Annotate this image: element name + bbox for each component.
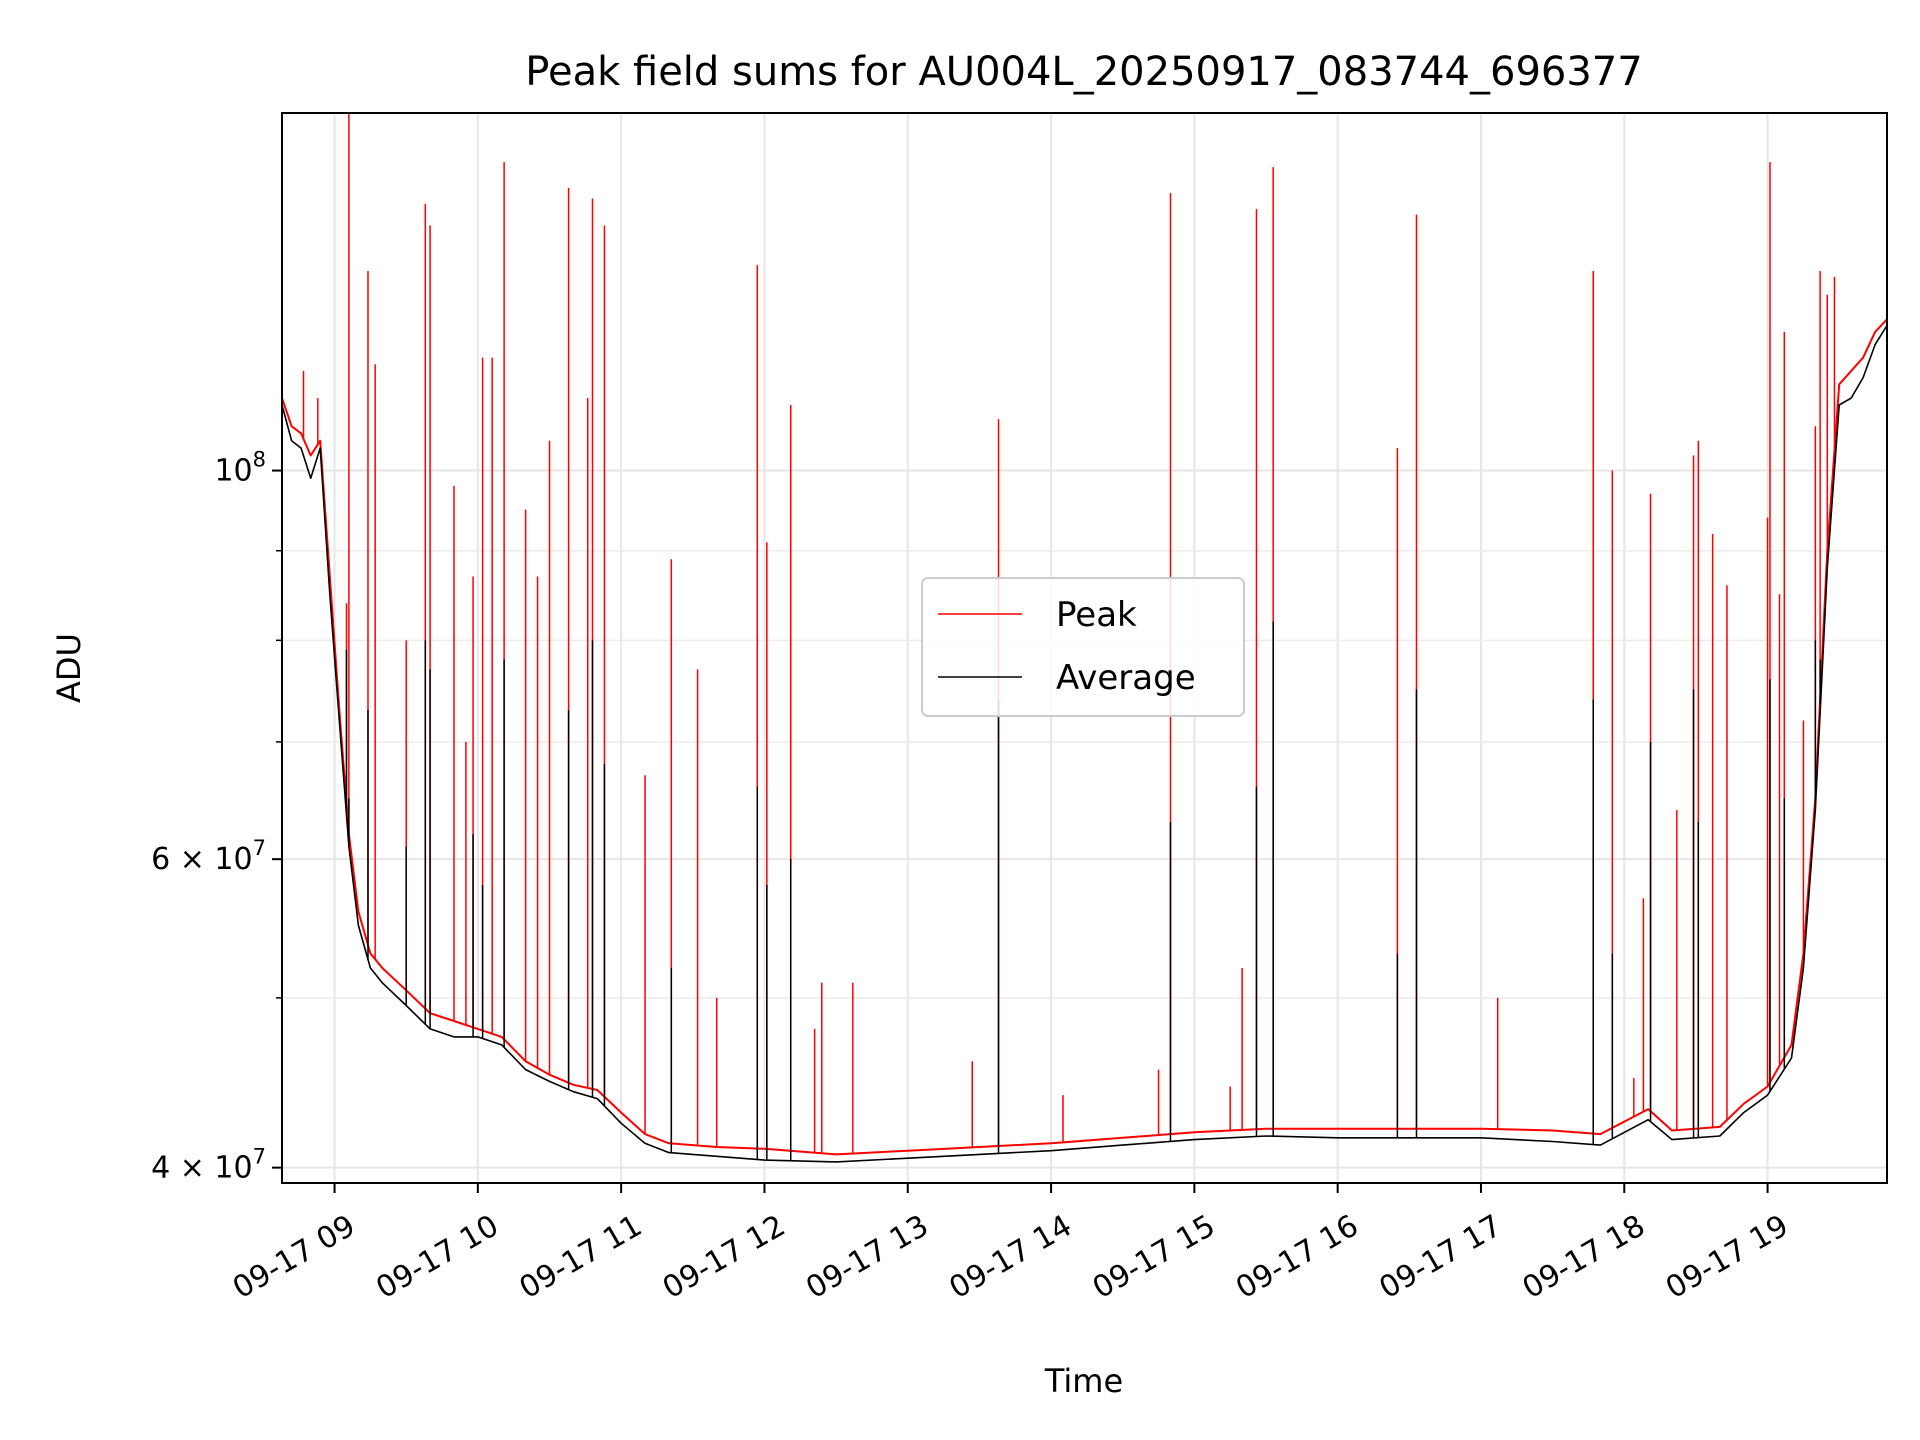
legend-label-average: Average <box>1056 658 1196 698</box>
y-tick-label: 6 × 107 <box>151 836 266 877</box>
series-line-average <box>281 325 1888 1163</box>
series-line-peak <box>281 318 1888 1156</box>
y-axis-title: ADU <box>50 633 88 703</box>
series-layer <box>281 113 1888 1163</box>
y-axis-ticks: 4 × 107 6 × 107 108 <box>151 448 282 1186</box>
legend-frame <box>921 577 1245 717</box>
y-tick-label: 108 <box>214 448 266 489</box>
chart-title: Peak field sums for AU004L_20250917_0837… <box>525 49 1642 95</box>
y-tick-label: 4 × 107 <box>151 1145 266 1186</box>
legend-label-peak: Peak <box>1056 595 1137 635</box>
x-axis-title: Time <box>1044 1362 1123 1400</box>
legend: Peak Average <box>921 577 1245 717</box>
plot-frame <box>281 112 1888 1184</box>
